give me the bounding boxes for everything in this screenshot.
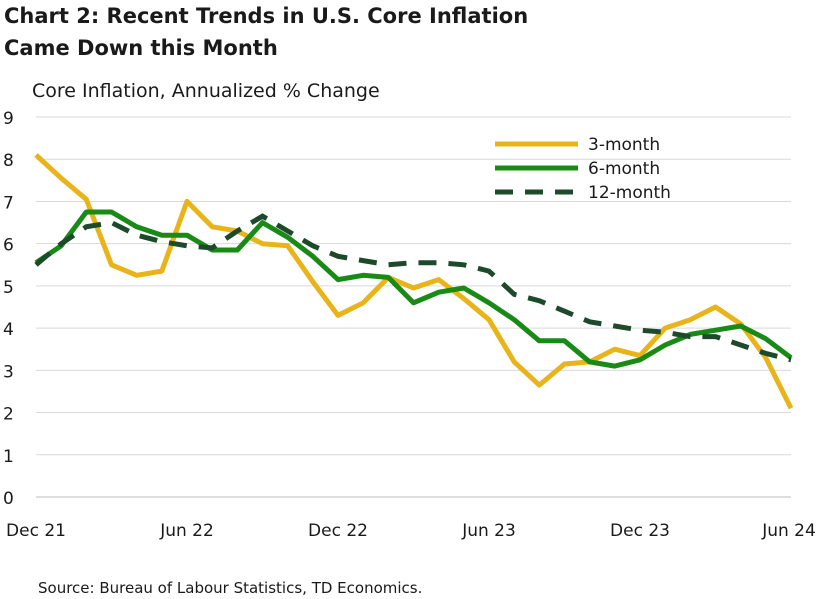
y-tick-label: 3 <box>3 362 14 382</box>
grid-lines <box>36 116 791 498</box>
legend-label-12-month: 12-month <box>588 183 671 203</box>
y-tick-label: 9 <box>3 109 14 129</box>
series-line-6-month <box>34 209 793 369</box>
chart-title-line-2: Came Down this Month <box>4 36 278 60</box>
legend-label-6-month: 6-month <box>588 159 660 179</box>
series-lines <box>34 153 794 410</box>
source-note: Source: Bureau of Labour Statistics, TD … <box>38 579 423 597</box>
y-tick-label: 4 <box>3 320 14 340</box>
y-tick-label: 2 <box>3 405 14 425</box>
y-axis-label: Core Inflation, Annualized % Change <box>32 80 380 102</box>
y-tick-label: 1 <box>3 447 14 467</box>
x-axis-ticks: Dec 21 Jun 22 Dec 22 Jun 23 Dec 23 Jun 24 <box>6 521 816 541</box>
x-tick-label: Dec 21 <box>6 521 66 541</box>
y-tick-label: 7 <box>3 193 14 213</box>
x-tick-label: Jun 23 <box>461 521 516 541</box>
y-tick-label: 0 <box>3 489 14 509</box>
chart-title: Chart 2: Recent Trends in U.S. Core Infl… <box>4 0 704 64</box>
y-axis-ticks: 0 1 2 3 4 5 6 7 8 9 <box>3 109 14 509</box>
chart-title-line-1: Chart 2: Recent Trends in U.S. Core Infl… <box>4 4 529 28</box>
series-line-3-month <box>34 153 794 410</box>
y-tick-label: 5 <box>3 278 14 298</box>
legend: 3-month 6-month 12-month <box>495 135 671 203</box>
x-tick-label: Jun 22 <box>159 521 214 541</box>
legend-label-3-month: 3-month <box>588 135 660 155</box>
y-tick-label: 6 <box>3 236 14 256</box>
x-tick-label: Dec 22 <box>308 521 368 541</box>
x-tick-label: Dec 23 <box>610 521 670 541</box>
y-tick-label: 8 <box>3 151 14 171</box>
x-tick-label: Jun 24 <box>761 521 816 541</box>
